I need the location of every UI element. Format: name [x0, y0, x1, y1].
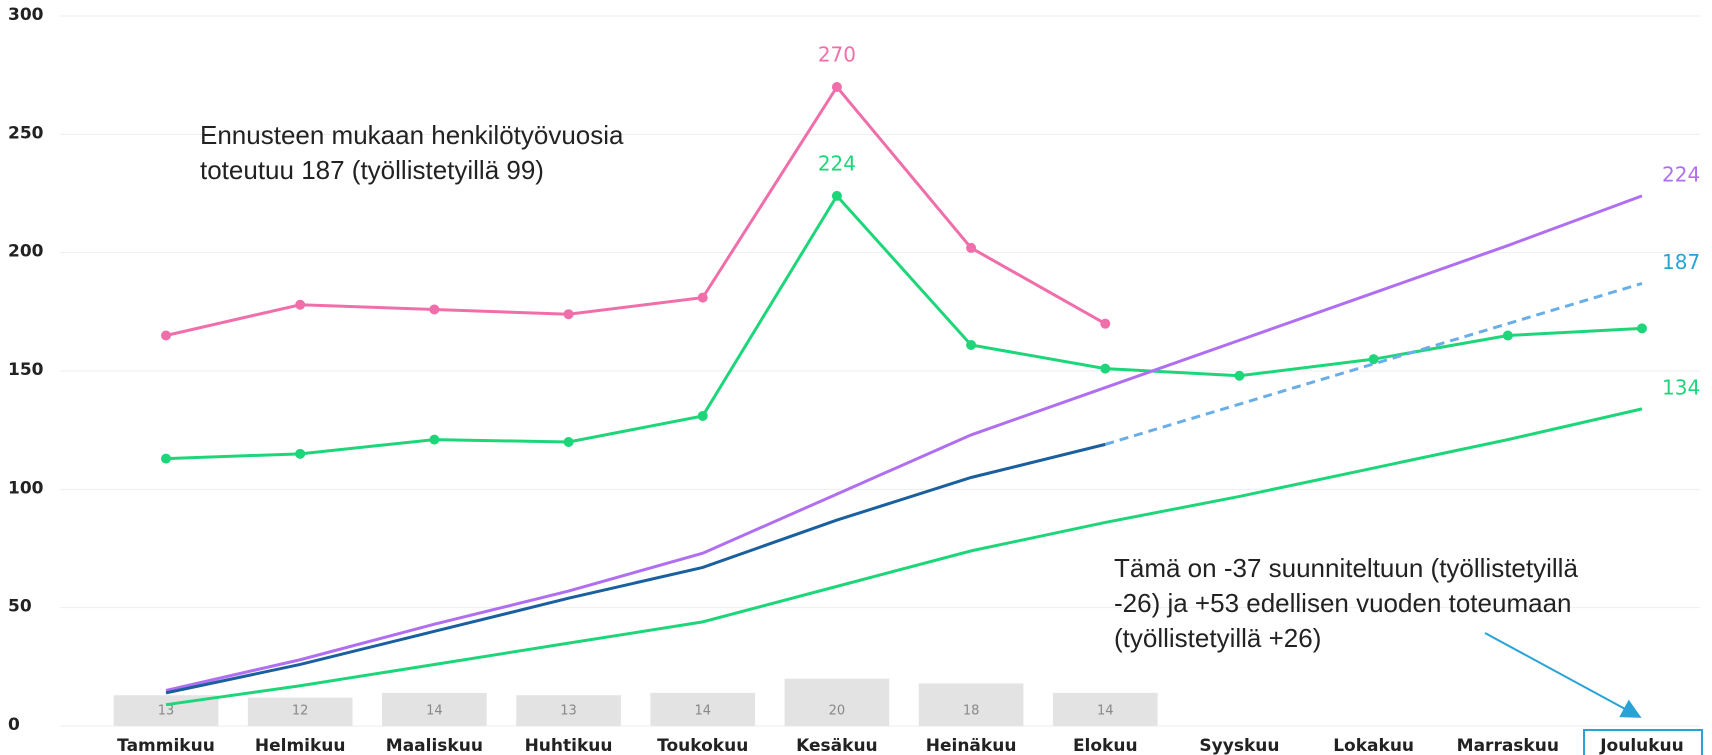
point	[966, 339, 977, 350]
bar-label: 14	[426, 704, 443, 719]
y-tick-label: 300	[8, 5, 44, 25]
point	[563, 309, 574, 320]
annotation: Ennusteen mukaan henkilötyövuosia	[200, 120, 624, 150]
series-line	[165, 194, 1643, 692]
point	[161, 330, 171, 341]
annotation: -26) ja +53 edellisen vuoden toteumaan	[1114, 588, 1572, 618]
x-tick-label: Joulukuu	[1599, 736, 1684, 755]
point	[966, 242, 977, 253]
bar-label: 18	[963, 704, 980, 719]
bar-label: 12	[292, 704, 309, 719]
point	[295, 448, 306, 459]
bar-label: 20	[829, 704, 846, 719]
point	[1502, 330, 1513, 341]
annotation-arrow	[1484, 632, 1642, 718]
data-label: 270	[818, 43, 856, 67]
y-tick-label: 250	[8, 123, 44, 143]
data-label: 134	[1662, 375, 1700, 399]
y-tick-label: 150	[8, 360, 44, 380]
data-label: 224	[818, 151, 856, 175]
point	[1637, 323, 1647, 334]
point	[563, 437, 574, 447]
point	[295, 299, 306, 310]
x-tick-label: Heinäkuu	[926, 736, 1017, 755]
point	[697, 410, 708, 421]
x-tick-label: Tammikuu	[117, 736, 215, 755]
x-tick-label: Maaliskuu	[386, 736, 483, 755]
series-line	[165, 407, 1643, 707]
bar	[784, 678, 890, 726]
point	[697, 292, 708, 303]
x-tick-label: Huhtikuu	[525, 736, 613, 755]
point	[429, 304, 440, 315]
x-tick-label: Kesäkuu	[796, 736, 878, 755]
x-tick-label: Helmikuu	[255, 736, 346, 755]
bar	[918, 683, 1024, 726]
point	[1368, 354, 1379, 365]
bar	[650, 692, 756, 726]
y-tick-label: 50	[8, 597, 32, 617]
bar-label: 13	[560, 704, 577, 719]
bar	[382, 692, 487, 726]
point	[161, 453, 171, 464]
series-line	[165, 442, 1106, 695]
y-tick-label: 100	[8, 478, 44, 498]
y-tick-label: 200	[8, 242, 44, 262]
x-tick-label: Elokuu	[1073, 736, 1138, 755]
annotation: toteutuu 187 (työllistetyillä 99)	[200, 155, 544, 185]
point	[1234, 370, 1245, 381]
y-tick-label: 0	[8, 715, 20, 735]
series-line	[165, 84, 1107, 337]
series-line	[1104, 281, 1643, 446]
point	[831, 82, 842, 92]
data-label: 187	[1662, 250, 1700, 274]
bar	[247, 697, 353, 726]
point	[1100, 363, 1111, 374]
bar	[1052, 692, 1158, 726]
annotation: Tämä on -37 suunniteltuun (työllistetyil…	[1114, 553, 1578, 583]
bar-label: 13	[158, 704, 175, 719]
series-line	[165, 193, 1643, 461]
point	[1100, 318, 1111, 329]
data-label: 224	[1662, 162, 1700, 186]
bar-label: 14	[1097, 704, 1114, 719]
highlight-box	[1583, 729, 1703, 755]
point	[831, 190, 842, 201]
x-tick-label: Toukokuu	[657, 736, 748, 755]
x-tick-label: Marraskuu	[1457, 736, 1559, 755]
x-tick-label: Lokakuu	[1333, 736, 1414, 755]
bar	[516, 695, 621, 726]
point	[429, 434, 440, 445]
annotation: (työllistetyillä +26)	[1114, 623, 1321, 653]
bar-label: 14	[694, 704, 711, 719]
x-tick-label: Syyskuu	[1199, 736, 1279, 755]
